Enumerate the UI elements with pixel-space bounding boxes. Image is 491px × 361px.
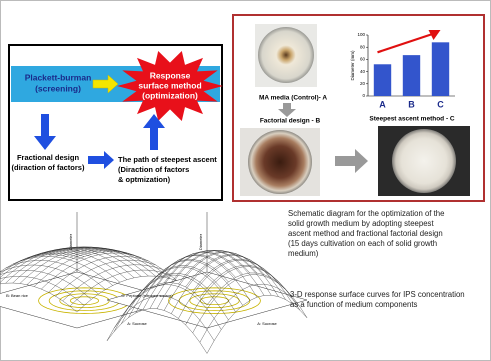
mesh-line (135, 266, 236, 312)
y-tick-label: 0 (362, 93, 365, 98)
mesh-line (142, 260, 243, 306)
caption: Schematic diagram for the optimization o… (288, 209, 444, 218)
caption: solid growth medium by adopting steepest (288, 219, 434, 228)
contour (168, 287, 261, 314)
node-text: Fractional design (17, 153, 80, 162)
node-text: (optimization) (142, 90, 198, 100)
petri-dish (248, 130, 312, 194)
axis-label: Diameter (68, 233, 73, 250)
y-tick-label: 40 (360, 69, 366, 74)
mesh-line (192, 274, 293, 333)
caption: ascent method and fractional factorial d… (288, 229, 443, 238)
mesh-line (12, 256, 113, 286)
caption: (15 days cultivation on each of solid gr… (288, 239, 437, 248)
x-tick-label: C (437, 99, 444, 109)
mesh-line (106, 308, 208, 354)
y-axis-label: Diameter (mm) (350, 50, 355, 81)
mesh-line (69, 269, 170, 307)
node-text: (Diraction of factors (118, 165, 189, 174)
mesh-line (185, 266, 286, 325)
node-text: (screening) (35, 83, 81, 93)
node-text: & optmization) (118, 175, 171, 184)
contour (178, 290, 251, 311)
axis-label: Diameter (198, 233, 203, 250)
petri-dish (258, 27, 314, 83)
arrow (34, 114, 56, 150)
contour (59, 293, 110, 309)
photo-caption: Factorial design - B (260, 118, 321, 125)
caption: 3-D response surface curves for IPS conc… (290, 290, 465, 299)
node-text: The path of steepest ascent (118, 155, 217, 164)
node-text: Response (150, 70, 191, 80)
axis-label: B: Bean rice (6, 293, 29, 298)
bar (373, 64, 392, 96)
axis-label: A: Sucrose (257, 321, 277, 326)
star (117, 51, 223, 121)
arrow (278, 103, 296, 117)
trend-arrowhead (428, 30, 441, 40)
mesh-line (41, 252, 142, 290)
y-tick-label: 100 (357, 32, 365, 37)
mesh-line (206, 295, 308, 354)
arrow (335, 149, 368, 173)
mesh-line (121, 284, 222, 330)
mesh-line (128, 274, 229, 321)
mesh-line (0, 282, 78, 313)
mesh-line (0, 264, 99, 295)
node-text: Plackett-burman (25, 72, 92, 82)
photo-caption: Steepest ascent method - C (369, 116, 455, 123)
mesh-line (0, 270, 92, 300)
mesh-line (55, 259, 156, 297)
caption: as a function of medium components (290, 300, 418, 309)
mesh-line (19, 252, 120, 283)
arrow (143, 114, 165, 150)
mesh-line (199, 283, 300, 343)
mesh-line (0, 276, 85, 306)
petri-dish (392, 129, 456, 193)
arrow (88, 151, 114, 169)
mesh-line (171, 255, 272, 314)
axis-label: C: Peptone (nitrogen source) (121, 293, 173, 298)
mesh-line (26, 250, 128, 280)
mesh-line (149, 255, 251, 301)
node-text: (diraction of factors) (12, 163, 85, 172)
mesh-line (34, 250, 135, 287)
contour (199, 296, 230, 306)
caption: medium) (288, 249, 319, 258)
node-text: surface method (138, 80, 201, 90)
x-tick-label: A (379, 99, 386, 109)
contour (69, 296, 100, 306)
mesh-line (178, 260, 279, 319)
x-tick-label: B (408, 99, 415, 109)
mesh-line (76, 275, 178, 313)
y-tick-label: 60 (360, 57, 366, 62)
mesh-line (156, 252, 258, 298)
y-tick-label: 80 (360, 44, 366, 49)
mesh-line (114, 295, 215, 341)
mesh-line (5, 260, 106, 290)
bar (402, 55, 421, 96)
axis-label: A: Sucrose (127, 321, 147, 326)
y-tick-label: 20 (360, 81, 366, 86)
photo-caption: MA media (Control)- A (259, 95, 327, 102)
mesh-line (48, 256, 149, 293)
mesh-line (62, 264, 163, 301)
bar (431, 42, 450, 96)
mesh-line (163, 252, 265, 311)
trend-arrow (377, 32, 433, 54)
arrow (92, 74, 119, 94)
